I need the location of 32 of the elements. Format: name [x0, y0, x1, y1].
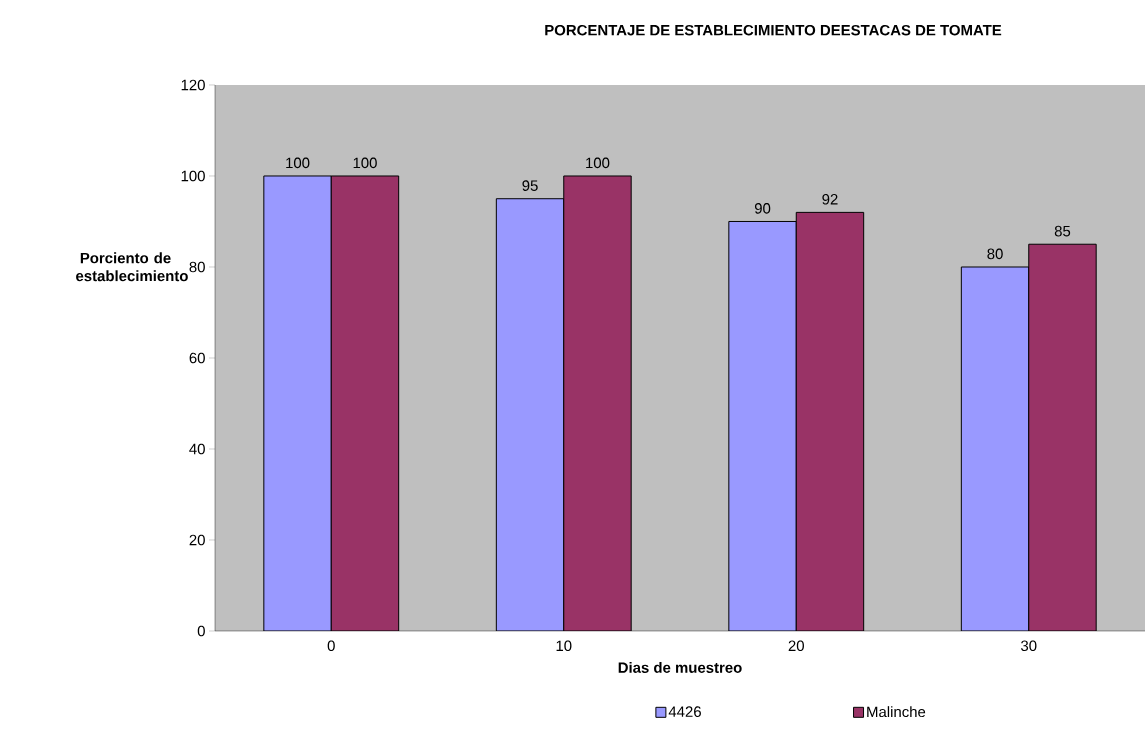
data-label: 90 — [754, 203, 771, 214]
bar — [795, 211, 865, 631]
bar — [960, 266, 1030, 631]
data-label: 95 — [522, 180, 538, 191]
y-tick-label: 60 — [189, 352, 205, 364]
y-axis-title: Porciento de establecimiento — [76, 252, 188, 282]
data-label: 100 — [286, 157, 310, 169]
x-tick-label: 0 — [327, 640, 335, 652]
chart-title: PORCENTAJE DE ESTABLECIMIENTO DEESTACAS DE TOMATE — [545, 24, 1002, 36]
y-tick-label: 20 — [189, 534, 205, 546]
data-label: 92 — [822, 193, 838, 205]
data-label: 80 — [987, 248, 1003, 260]
legend-label: Malinche — [867, 706, 926, 718]
x-axis-title: Dias de muestreo — [618, 661, 742, 673]
y-tick-label: 100 — [181, 170, 205, 182]
x-tick-label: 20 — [788, 640, 804, 652]
bar — [1028, 243, 1097, 631]
bar — [563, 175, 632, 631]
data-label: 100 — [586, 157, 610, 169]
data-label: 100 — [353, 157, 377, 169]
bar — [330, 175, 400, 631]
data-label: 85 — [1054, 225, 1071, 237]
y-tick-label: 0 — [197, 625, 205, 637]
y-tick-label: 120 — [181, 79, 205, 91]
bar — [728, 220, 797, 631]
bar — [495, 198, 565, 631]
y-tick-label: 40 — [189, 443, 205, 455]
x-tick-label: 10 — [556, 640, 572, 652]
y-tick-label: 80 — [189, 261, 205, 273]
legend-label: 4426 — [668, 706, 701, 717]
x-tick-label: 30 — [1021, 640, 1037, 652]
bar — [263, 175, 332, 631]
